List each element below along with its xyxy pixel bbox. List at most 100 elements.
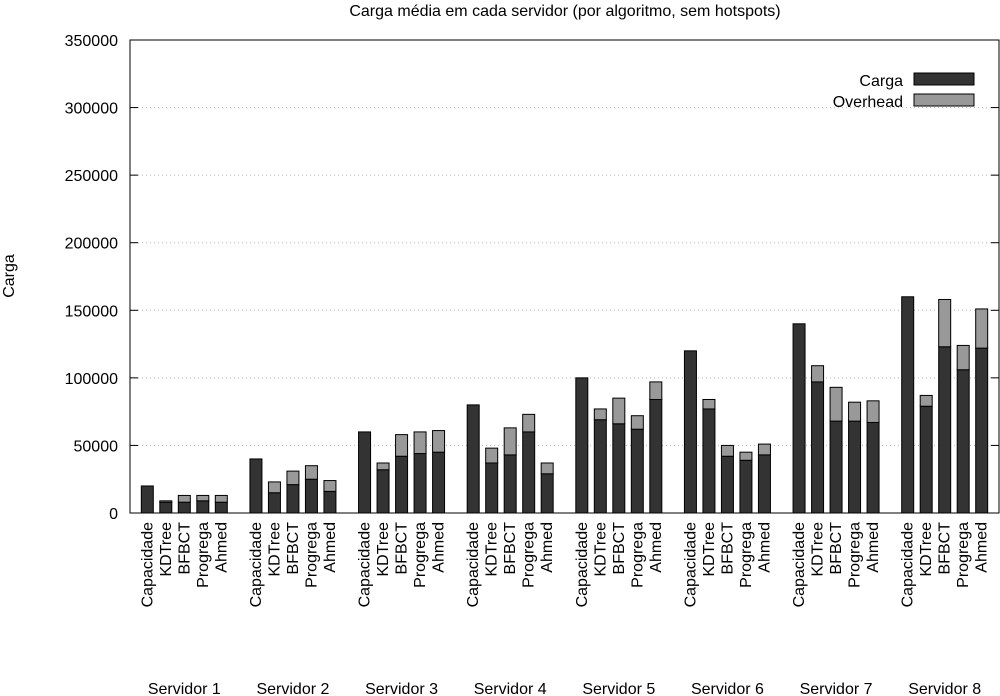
bar-carga bbox=[159, 501, 173, 514]
bar-overhead bbox=[866, 400, 880, 423]
bar-overhead bbox=[522, 413, 536, 433]
x-tick-label: KDTree bbox=[810, 522, 827, 577]
x-tick-label: BFBCT bbox=[502, 522, 519, 575]
group-label: Servidor 1 bbox=[148, 681, 221, 696]
y-tick-label: 300000 bbox=[65, 101, 118, 118]
bar-carga bbox=[792, 323, 806, 514]
bar-carga bbox=[649, 398, 663, 514]
bar-overhead bbox=[196, 494, 210, 502]
x-tick-label: Capacidade bbox=[465, 522, 482, 608]
x-tick-label: Ahmed bbox=[756, 522, 773, 573]
bar-overhead bbox=[395, 434, 409, 457]
legend-label: Overhead bbox=[833, 94, 903, 111]
y-tick-label: 150000 bbox=[65, 303, 118, 320]
group-label: Servidor 6 bbox=[691, 681, 764, 696]
bar-carga bbox=[140, 485, 154, 514]
y-tick-label: 100000 bbox=[65, 371, 118, 388]
group-label: Servidor 4 bbox=[474, 681, 547, 696]
bar-carga bbox=[485, 462, 499, 514]
x-tick-label: BFBCT bbox=[828, 522, 845, 575]
bar-carga bbox=[177, 501, 191, 514]
bar-carga bbox=[956, 369, 970, 514]
legend: Carga Overhead bbox=[833, 72, 975, 111]
bar-carga bbox=[304, 478, 318, 514]
x-tick-label: Progrega bbox=[303, 522, 320, 588]
bar-carga bbox=[630, 428, 644, 514]
x-tick-label: Capacidade bbox=[900, 522, 917, 608]
bar-carga bbox=[214, 501, 228, 514]
bar-overhead bbox=[612, 397, 626, 425]
x-tick-label: Capacidade bbox=[357, 522, 374, 608]
x-tick-label: BFBCT bbox=[719, 522, 736, 575]
bar-carga bbox=[829, 420, 843, 514]
x-tick-label: BFBCT bbox=[937, 522, 954, 575]
x-tick-label: Ahmed bbox=[648, 522, 665, 573]
x-tick-label: KDTree bbox=[592, 522, 609, 577]
bar-overhead bbox=[811, 365, 825, 383]
x-tick-label: KDTree bbox=[484, 522, 501, 577]
y-tick-label: 0 bbox=[109, 506, 118, 523]
bar-carga bbox=[249, 458, 263, 514]
legend-swatch bbox=[913, 72, 975, 86]
bar-overhead bbox=[649, 381, 663, 400]
x-tick-label: Ahmed bbox=[539, 522, 556, 573]
bar-carga bbox=[413, 453, 427, 514]
bar-carga bbox=[612, 423, 626, 514]
bar-carga bbox=[358, 431, 372, 514]
bar-overhead bbox=[376, 462, 390, 471]
y-tick-label: 250000 bbox=[65, 168, 118, 185]
x-tick-label: Progrega bbox=[412, 522, 429, 588]
bar-overhead bbox=[593, 408, 607, 421]
bar-overhead bbox=[304, 465, 318, 480]
bar-carga bbox=[720, 455, 734, 514]
y-tick-label: 200000 bbox=[65, 236, 118, 253]
x-tick-label: Capacidade bbox=[682, 522, 699, 608]
bar-overhead bbox=[956, 344, 970, 371]
bar-carga bbox=[938, 346, 952, 514]
bar-carga bbox=[811, 381, 825, 514]
y-axis-label: Carga bbox=[1, 254, 18, 298]
bar-carga bbox=[702, 408, 716, 514]
x-tick-label: KDTree bbox=[158, 522, 175, 577]
bar-carga bbox=[286, 484, 300, 514]
legend-label: Carga bbox=[859, 73, 903, 90]
group-label: Servidor 7 bbox=[800, 681, 873, 696]
bar-carga bbox=[267, 492, 281, 514]
bar-overhead bbox=[214, 494, 228, 503]
bar-overhead bbox=[485, 447, 499, 464]
bar-overhead bbox=[177, 494, 191, 503]
x-tick-label: Ahmed bbox=[865, 522, 882, 573]
bar-overhead bbox=[829, 386, 843, 422]
x-tick-label: Progrega bbox=[955, 522, 972, 588]
group-label: Servidor 5 bbox=[582, 681, 655, 696]
plot-frame bbox=[129, 39, 1000, 514]
x-tick-label: KDTree bbox=[375, 522, 392, 577]
x-tick-label: Capacidade bbox=[139, 522, 156, 608]
x-tick-label: Capacidade bbox=[574, 522, 591, 608]
bar-carga bbox=[432, 451, 446, 514]
x-tick-label: Ahmed bbox=[431, 522, 448, 573]
bar-overhead bbox=[413, 431, 427, 455]
group-label: Servidor 2 bbox=[256, 681, 329, 696]
x-tick-label: Progrega bbox=[629, 522, 646, 588]
x-tick-label: Progrega bbox=[738, 522, 755, 588]
x-tick-label: Progrega bbox=[521, 522, 538, 588]
bar-carga bbox=[540, 473, 554, 514]
bar-overhead bbox=[503, 427, 517, 456]
x-tick-label: BFBCT bbox=[176, 522, 193, 575]
bar-carga bbox=[376, 469, 390, 514]
y-tick-label: 350000 bbox=[65, 33, 118, 50]
bar-carga bbox=[503, 454, 517, 514]
x-tick-label: Ahmed bbox=[213, 522, 230, 573]
bar-carga bbox=[683, 350, 697, 514]
bar-overhead bbox=[702, 398, 716, 410]
bar-carga bbox=[975, 347, 989, 514]
bar-overhead bbox=[739, 451, 753, 461]
bar-carga bbox=[866, 421, 880, 514]
chart-title: Carga média em cada servidor (por algori… bbox=[349, 3, 780, 20]
x-tick-label: Progrega bbox=[195, 522, 212, 588]
x-tick-label: Progrega bbox=[847, 522, 864, 588]
group-label: Servidor 8 bbox=[908, 681, 981, 696]
bar-carga bbox=[522, 431, 536, 514]
bar-overhead bbox=[267, 481, 281, 494]
